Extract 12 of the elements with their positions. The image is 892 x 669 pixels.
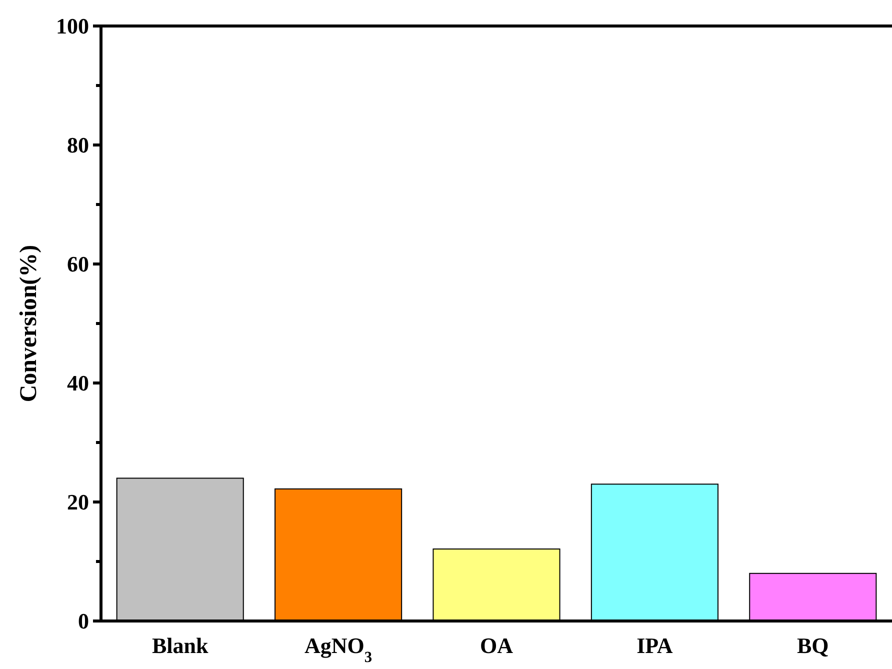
x-tick-label: IPA [636,633,673,658]
y-axis-title: Conversion(%) [16,244,42,402]
y-tick-label: 100 [56,14,89,39]
x-tick-label: AgNO$_{3}$ [304,633,372,666]
y-tick-label: 60 [67,252,89,277]
x-tick-label: Blank [152,633,209,658]
y-tick-label: 80 [67,132,89,158]
x-tick-label: OA [480,633,514,658]
x-tick-label: BQ [797,633,829,658]
y-tick-label: 40 [67,370,89,396]
y-tick-label: 0 [78,608,89,634]
y-tick-label: 20 [67,490,89,515]
